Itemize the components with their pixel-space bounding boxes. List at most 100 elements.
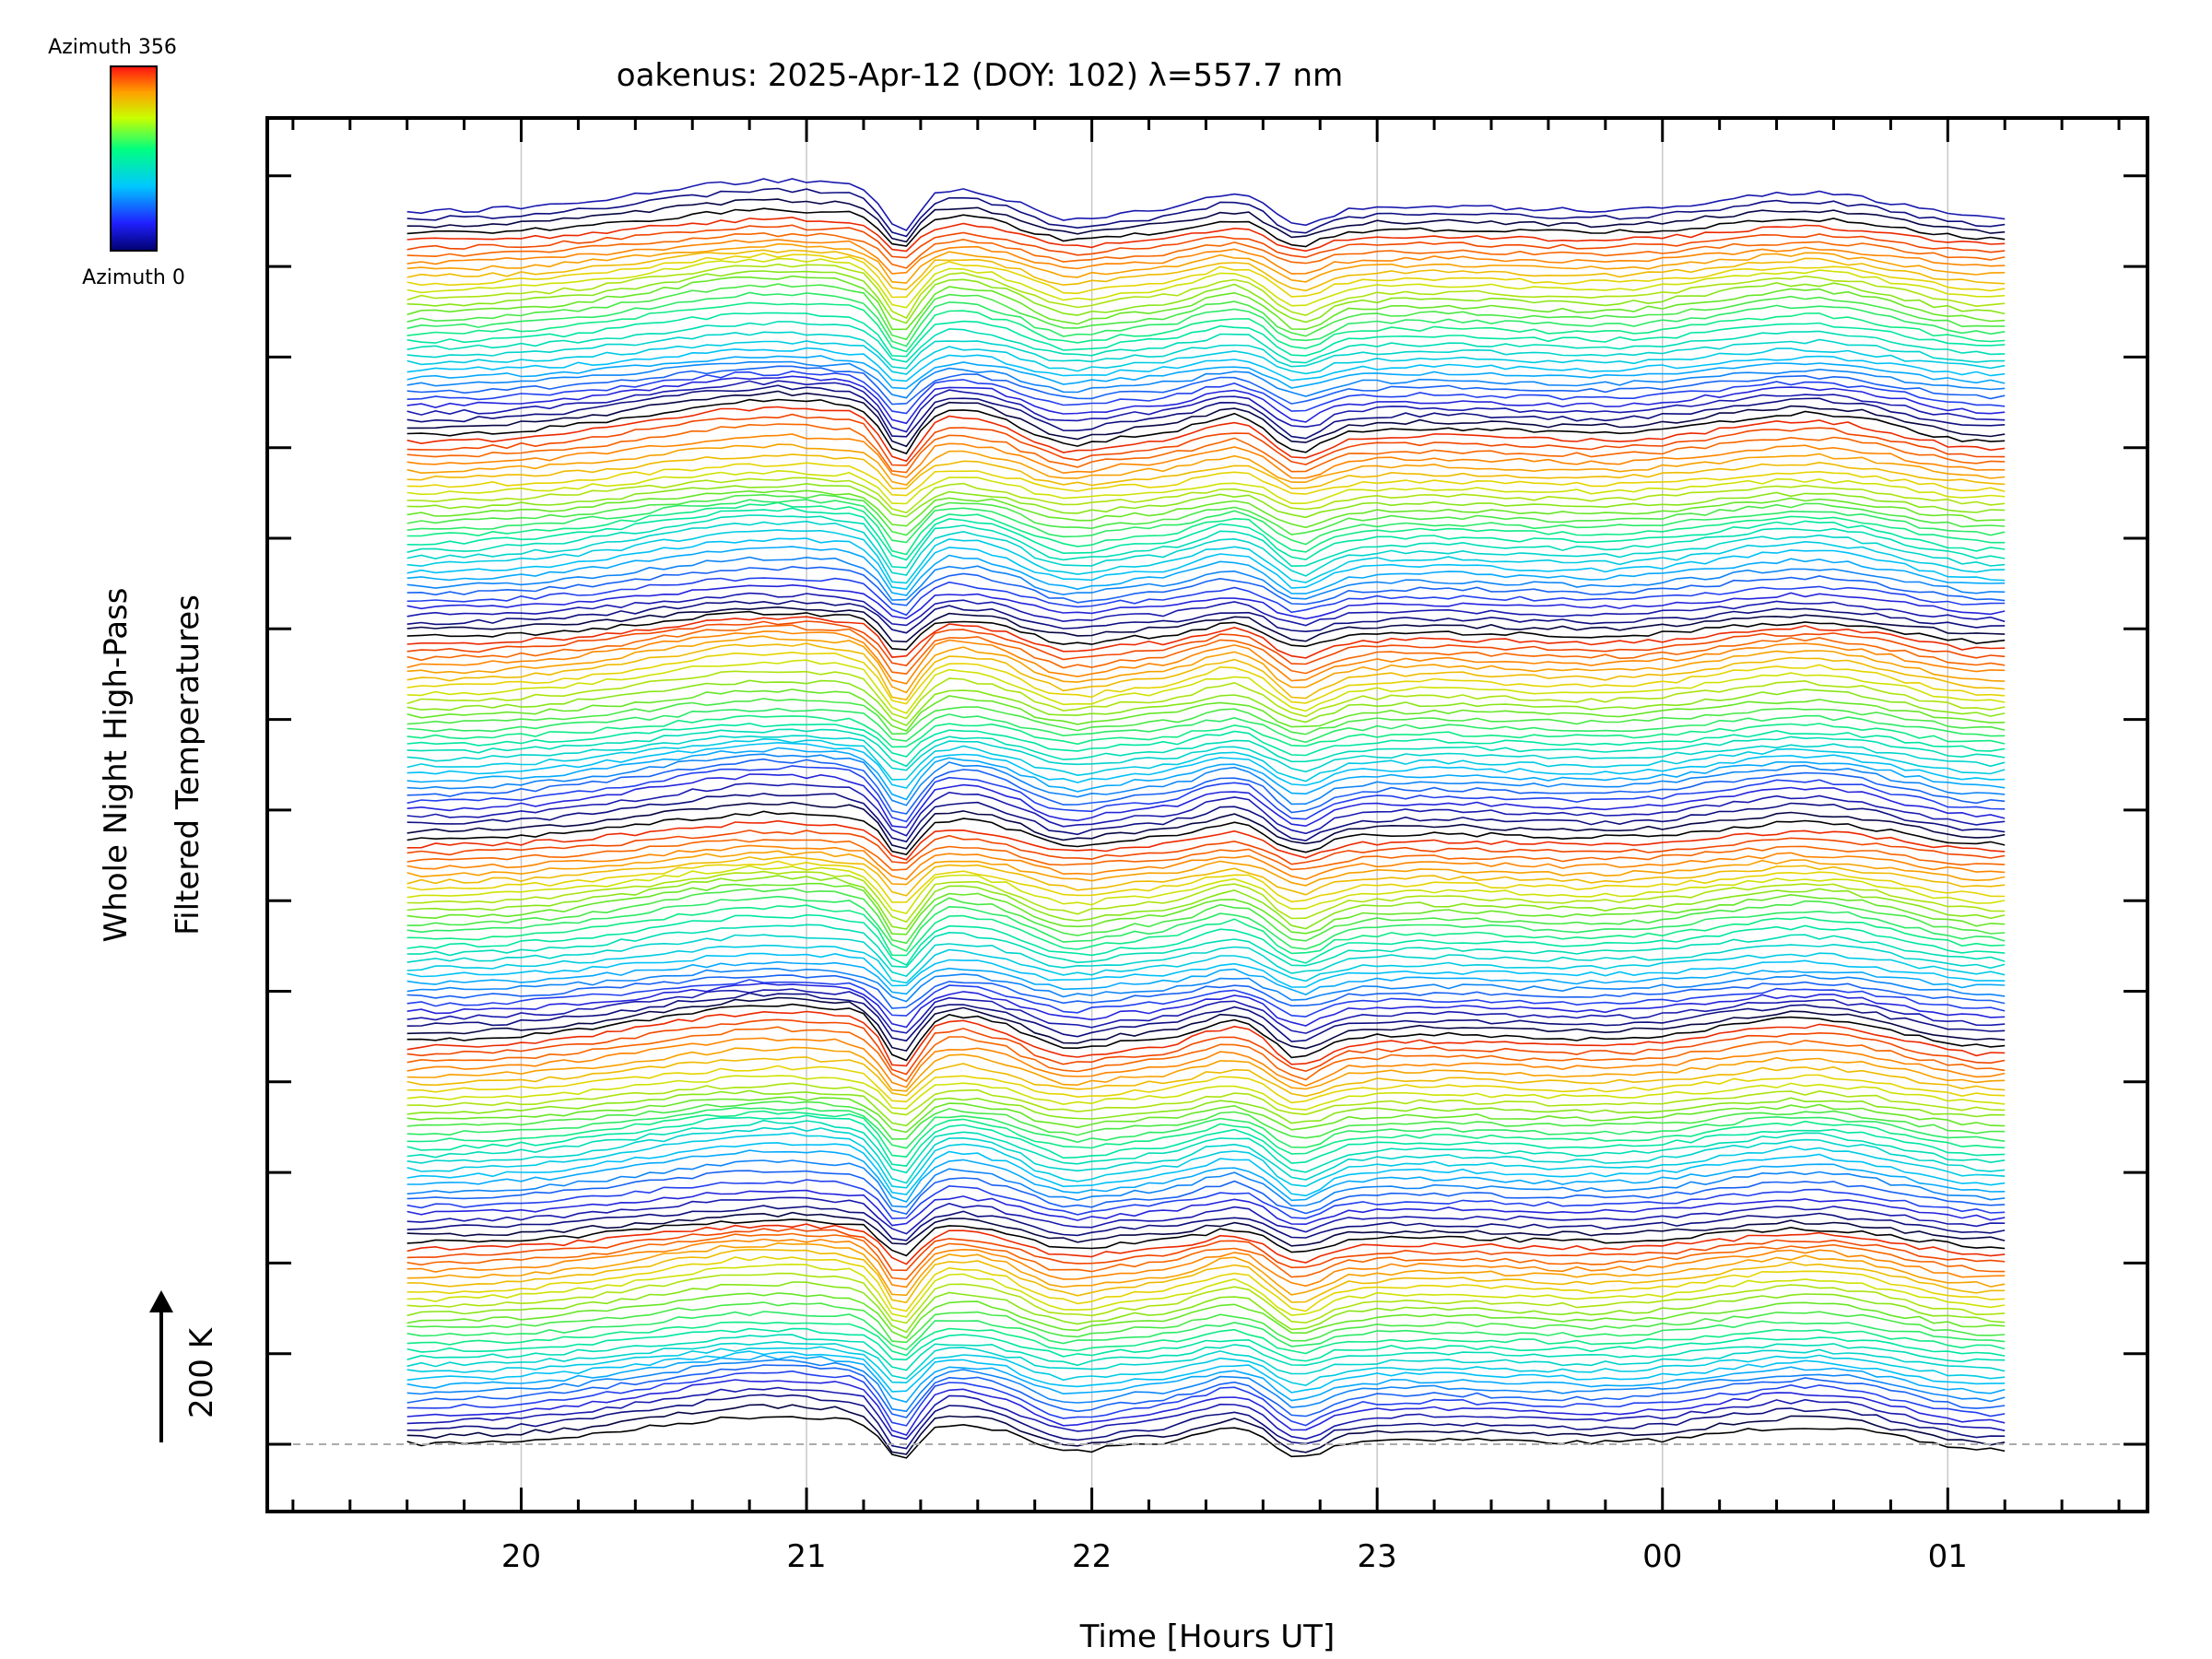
series-line [406,1238,2006,1288]
series-line [406,1132,2006,1189]
series-line [406,1100,2006,1140]
series-line [406,801,2006,850]
series-line [406,453,2006,489]
series-line [406,380,2006,433]
series-line [406,988,2006,1034]
series-line [406,1075,2006,1111]
series-line [406,1196,2006,1235]
series-line [406,1119,2006,1174]
series-line [406,996,2006,1052]
series-line [406,583,2006,620]
series-line [406,944,2006,984]
series-line [406,331,2006,370]
series-line [406,1327,2006,1362]
series-line [406,870,2006,924]
series-line [406,895,2006,952]
series-line [406,291,2006,347]
series-line [406,537,2006,590]
series-line [406,924,2006,969]
series-line [406,263,2006,320]
series-line [406,765,2006,823]
series-line [406,688,2006,732]
series-line [406,1263,2006,1318]
series-line [406,1189,2006,1227]
series-line [406,1211,2006,1247]
x-tick-label: 00 [1642,1538,1682,1575]
series-line [406,239,2006,275]
series-line [406,546,2006,596]
series-line [406,735,2006,773]
series-line [406,1096,2006,1134]
colorbar-gradient [110,65,158,252]
series-line [406,355,2006,390]
plot-frame [265,116,2149,1513]
series-line [406,1346,2006,1387]
series-line [406,1089,2006,1127]
series-line [406,1379,2006,1436]
series-line [406,952,2006,988]
series-line [406,707,2006,744]
series-line [406,1311,2006,1351]
series-line [406,520,2006,577]
series-line [406,830,2006,865]
series-line [406,1232,2006,1280]
series-line [406,257,2006,309]
series-line [406,1228,2006,1272]
series-line [406,529,2006,584]
series-line [406,507,2006,561]
series-line [406,782,2006,837]
series-line [406,844,2006,880]
series-line [406,887,2006,945]
series-line [406,499,2006,546]
series-line [406,321,2006,364]
series-line [406,1003,2006,1062]
series-line [406,934,2006,977]
series-line [406,753,2006,806]
series-line [406,635,2006,694]
series-line [406,773,2006,829]
series-line [406,1170,2006,1216]
series-line [406,1159,2006,1208]
colorbar-bottom-label: Azimuth 0 [82,266,185,289]
series-line [406,360,2006,399]
y-axis-label-line1: Whole Night High-Pass [98,588,135,943]
series-line [406,1255,2006,1312]
series-line [406,741,2006,789]
series-line [406,747,2006,801]
x-tick-label: 21 [786,1538,826,1575]
series-line [406,1114,2006,1167]
series-line [406,224,2006,259]
series-line [406,992,2006,1042]
series-line [406,616,2006,659]
series-line [406,242,2006,284]
series-line [406,413,2006,466]
y-axis-label-line2: Filtered Temperatures [170,594,206,935]
series-line [406,1416,2006,1459]
series-line [406,1046,2006,1092]
series-line [406,810,2006,855]
x-tick-labels: 20 21 22 23 00 01 [501,1538,1968,1575]
series-line [406,737,2006,782]
series-line [406,1110,2006,1158]
series-line [406,1010,2006,1067]
series-line [406,198,2006,243]
chart-title: oakenus: 2025-Apr-12 (DOY: 102) λ=557.7 … [617,57,1343,94]
series-line [406,443,2006,486]
series-group [406,178,2006,1459]
series-line [406,1334,2006,1371]
series-line [406,577,2006,617]
series-line [406,275,2006,331]
series-line [406,1404,2006,1455]
series-line [406,659,2006,714]
series-line [406,714,2006,748]
scale-bar: 200 K [149,1290,220,1442]
series-line [406,960,2006,995]
series-line [406,398,2006,455]
series-line [406,347,2006,382]
series-line [406,375,2006,425]
series-line [406,839,2006,871]
series-line [406,423,2006,474]
series-line [406,913,2006,967]
series-line [406,855,2006,897]
